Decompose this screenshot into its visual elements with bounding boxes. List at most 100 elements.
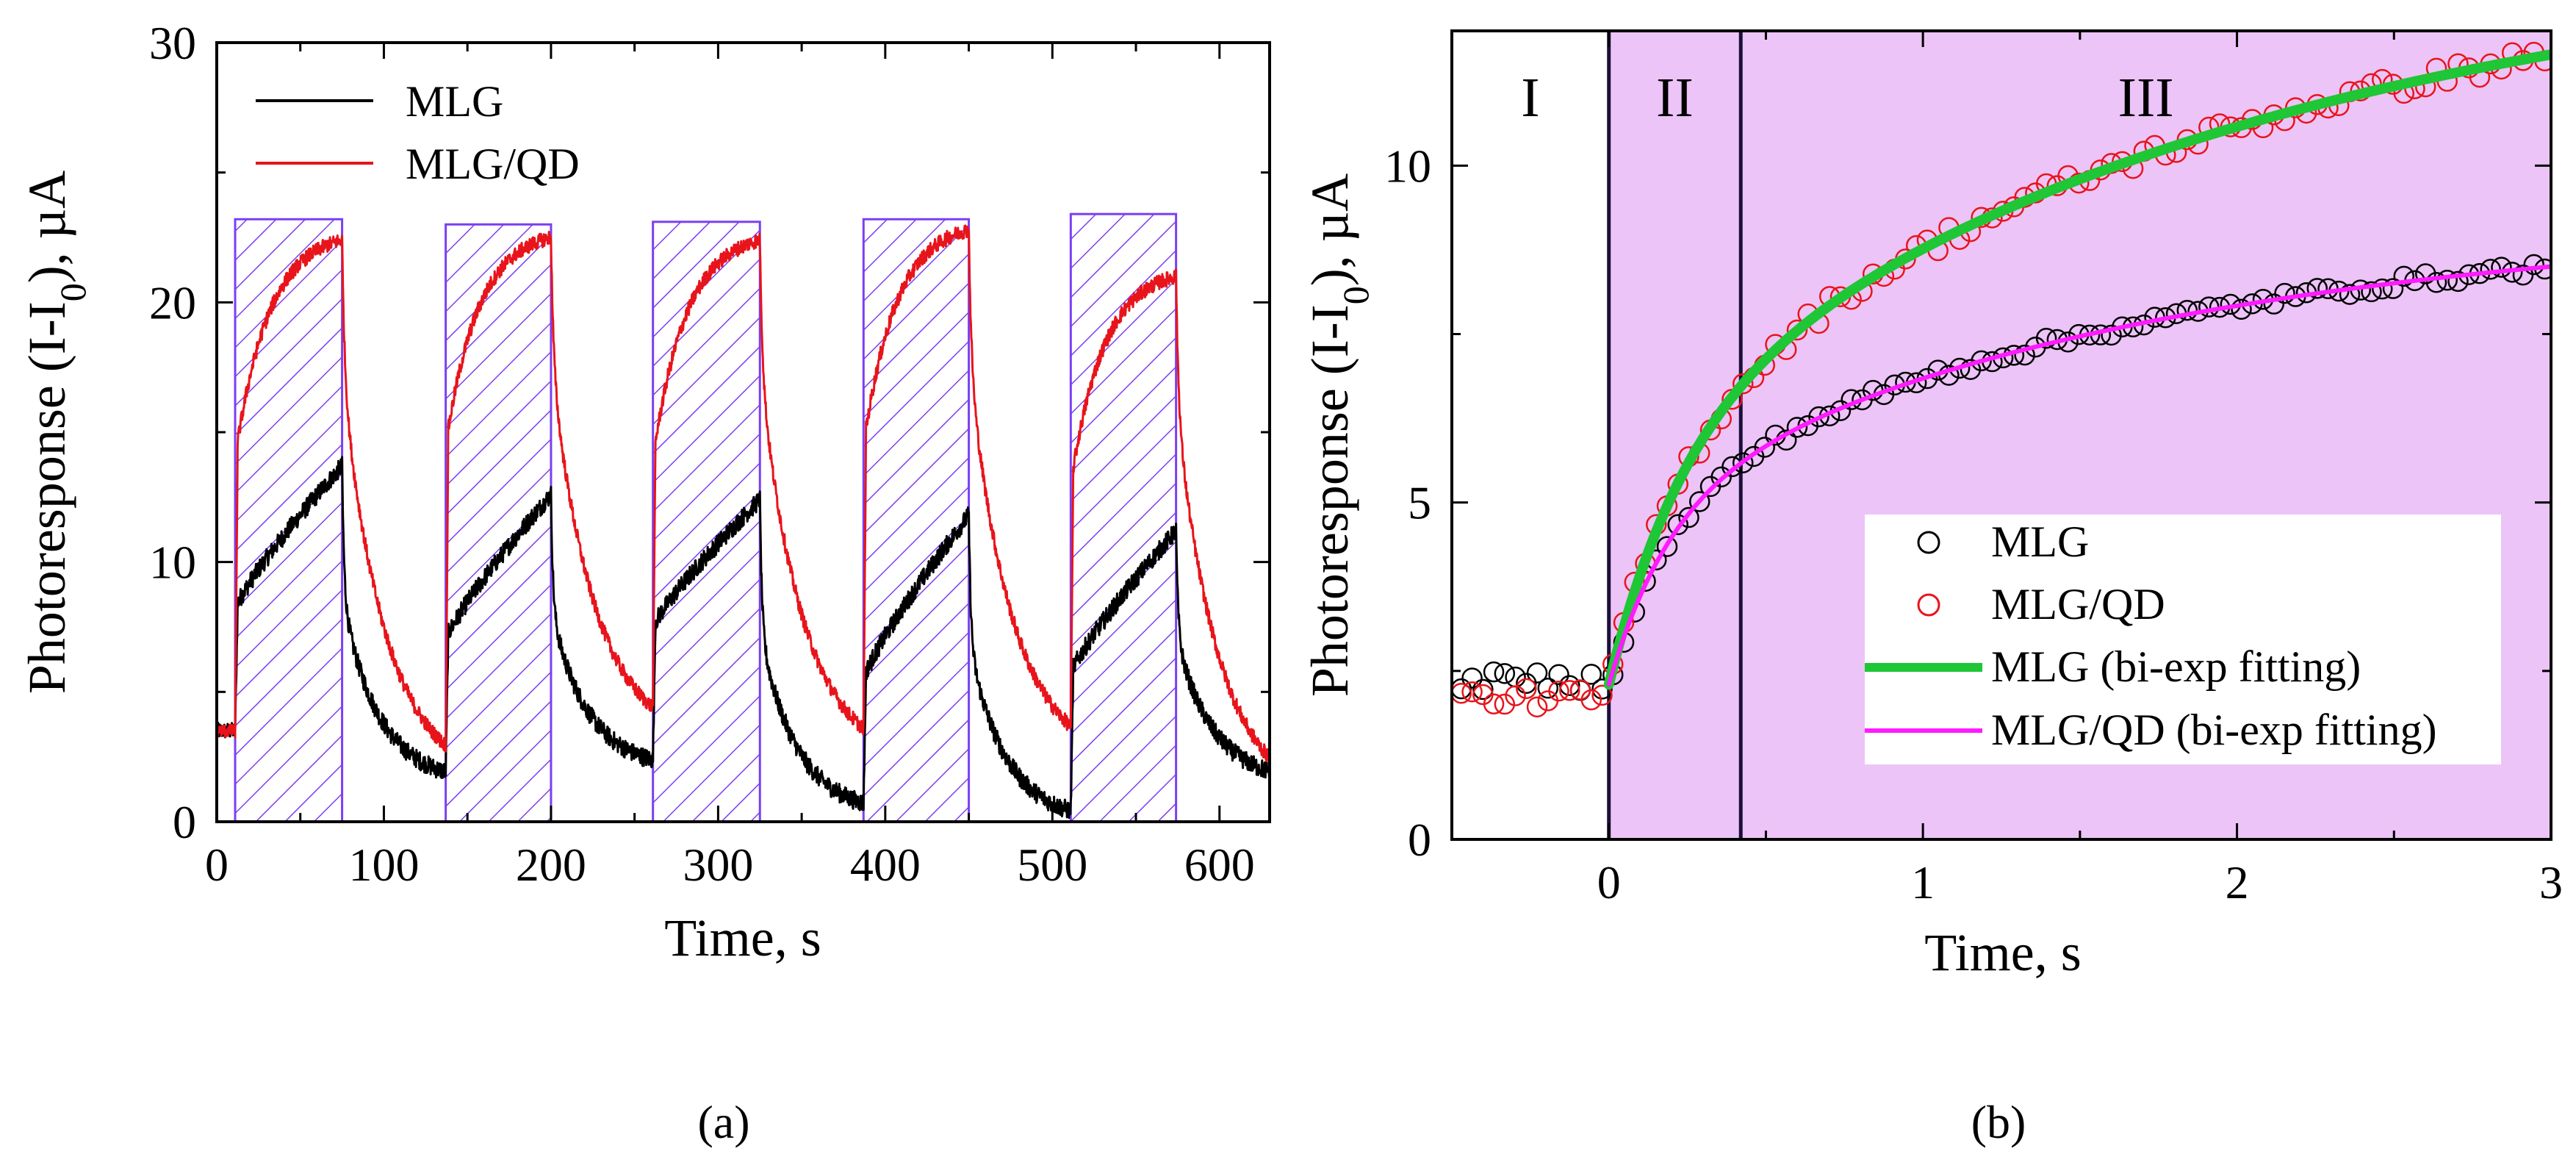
- data-point-mlg: [2523, 254, 2544, 276]
- data-point-mlg: [2512, 264, 2534, 286]
- data-point-mlg: [1537, 678, 1559, 699]
- data-point-mlg-qd: [1526, 696, 1548, 718]
- fit-curves: [1603, 49, 2551, 690]
- plot-frame-b: [1450, 29, 2552, 841]
- data-point-mlg-qd: [1548, 680, 1569, 702]
- panel-label-a: (a): [697, 1096, 749, 1148]
- y-tick-label-b: 5: [1408, 477, 1431, 529]
- x-tick-label-b: 0: [1597, 856, 1621, 908]
- x-tick-label-a: 200: [516, 839, 586, 891]
- data-point-mlg: [2274, 282, 2295, 304]
- illumination-window: [1069, 212, 1178, 823]
- panel-label-b: (b): [1971, 1096, 2026, 1148]
- data-point-mlg: [2306, 278, 2328, 299]
- data-point-mlg-qd: [1559, 680, 1580, 701]
- data-point-mlg: [1591, 678, 1613, 700]
- data-point-mlg: [1688, 491, 1710, 512]
- data-point-mlg: [2447, 270, 2469, 293]
- data-point-mlg: [2339, 284, 2361, 305]
- data-point-mlg: [1559, 675, 1580, 696]
- legend-label-mlg-a: MLG: [406, 77, 503, 126]
- data-point-mlg-qd: [1537, 690, 1559, 711]
- data-point-mlg-qd: [1591, 684, 1613, 706]
- y-axis-title-a: Photoresponse (I-I0), µA: [18, 171, 93, 694]
- data-point-mlg-qd: [1732, 373, 1754, 395]
- x-tick-label-a: 400: [850, 839, 921, 891]
- legend-marker-mlg-b: [1917, 531, 1940, 554]
- data-point-mlg: [1494, 663, 1516, 684]
- x-tick-label-b: 1: [1911, 856, 1935, 908]
- scatter-points: [1452, 41, 2551, 718]
- data-point-mlg-qd: [1452, 683, 1472, 704]
- illumination-windows: [234, 212, 1178, 823]
- series-line-mlg-qd: [217, 224, 1270, 765]
- data-point-mlg: [2491, 257, 2512, 278]
- chart-panel-a: 0 100 200 300 400 500 600 0 10 20 30 Time, s Photo…: [18, 17, 1271, 1148]
- data-point-mlg: [1754, 437, 1775, 458]
- data-point-mlg: [1732, 452, 1754, 473]
- data-point-mlg-qd: [1569, 679, 1591, 700]
- region-label-III: III: [2118, 67, 2174, 129]
- axis-ticks-b: 0 1 2 3 0 5 10: [1384, 31, 2563, 908]
- data-point-mlg: [2014, 344, 2035, 366]
- data-point-mlg-qd: [1505, 685, 1526, 706]
- legend-label-mlgqd-b: MLG/QD: [1991, 580, 2165, 628]
- data-point-mlg: [1472, 678, 1494, 700]
- legend-label-fit-mlgqd-b: MLG/QD (bi-exp fitting): [1991, 706, 2437, 754]
- data-point-mlg: [1505, 666, 1526, 688]
- data-point-mlg: [2101, 324, 2122, 346]
- data-point-mlg-qd: [1580, 689, 1602, 711]
- data-point-mlg-qd: [1516, 678, 1537, 700]
- legend-label-mlgqd-a: MLG/QD: [406, 140, 580, 188]
- data-point-mlg: [1580, 664, 1602, 685]
- data-point-mlg: [2393, 265, 2414, 287]
- legend-marker-mlgqd-b: [1917, 593, 1940, 617]
- data-point-mlg: [1808, 406, 1830, 428]
- data-point-mlg: [1678, 506, 1699, 528]
- x-tick-label-a: 100: [348, 839, 419, 891]
- data-point-mlg: [1656, 536, 1678, 557]
- data-point-mlg-qd: [1494, 693, 1516, 715]
- y-tick-label-a: 30: [149, 17, 196, 69]
- y-tick-label-a: 10: [149, 537, 196, 589]
- y-tick-label-b: 10: [1384, 140, 1431, 192]
- x-tick-label-a: 500: [1017, 839, 1087, 891]
- data-point-mlg: [1721, 456, 1743, 478]
- data-point-mlg: [2263, 293, 2285, 315]
- illumination-window: [234, 218, 344, 823]
- legend-a: MLG MLG/QD: [256, 77, 580, 188]
- x-tick-label-b: 3: [2539, 856, 2563, 908]
- region-labels: I II III: [1521, 67, 2173, 129]
- chart-panel-b: MLG MLG/QD MLG (bi-exp fitting) MLG/QD (…: [1300, 29, 2563, 1148]
- series-lines: [217, 224, 1270, 820]
- data-point-mlg: [2425, 272, 2447, 293]
- data-point-mlg: [1461, 667, 1483, 689]
- x-tick-label-a: 0: [205, 839, 229, 891]
- data-point-mlg: [1526, 662, 1548, 684]
- legend-label-mlg-b: MLG: [1991, 517, 2089, 566]
- y-axis-title-b: Photoresponse (I-I0), µA: [1300, 173, 1376, 697]
- data-point-mlg: [2361, 281, 2382, 303]
- legend-box-b: [1865, 515, 2501, 764]
- y-tick-label-a: 20: [149, 276, 196, 329]
- data-point-mlg-qd: [1483, 693, 1505, 714]
- data-point-mlg: [1971, 350, 1992, 372]
- x-tick-label-a: 300: [683, 839, 753, 891]
- data-point-mlg: [1452, 678, 1472, 700]
- x-axis-title-b: Time, s: [1924, 923, 2081, 982]
- data-point-mlg: [1483, 661, 1505, 683]
- data-point-mlg: [1786, 417, 1808, 438]
- fit-curve-mlg-qd: [1606, 264, 2551, 687]
- data-point-mlg-qd: [1461, 681, 1483, 703]
- data-point-mlg: [2035, 327, 2057, 349]
- data-point-mlg-qd: [1786, 319, 1808, 341]
- region-II: [1608, 31, 1741, 839]
- data-point-mlg: [1667, 514, 1688, 536]
- data-point-mlg: [2231, 298, 2252, 320]
- legend-b: MLG MLG/QD MLG (bi-exp fitting) MLG/QD (…: [1865, 515, 2501, 764]
- legend-label-fit-mlg-b: MLG (bi-exp fitting): [1991, 642, 2361, 691]
- axis-ticks-a: 0 100 200 300 400 500 600 0 10 20 30: [149, 17, 1270, 891]
- x-tick-label-a: 600: [1184, 839, 1255, 891]
- fit-curve-mlg: [1603, 49, 2551, 690]
